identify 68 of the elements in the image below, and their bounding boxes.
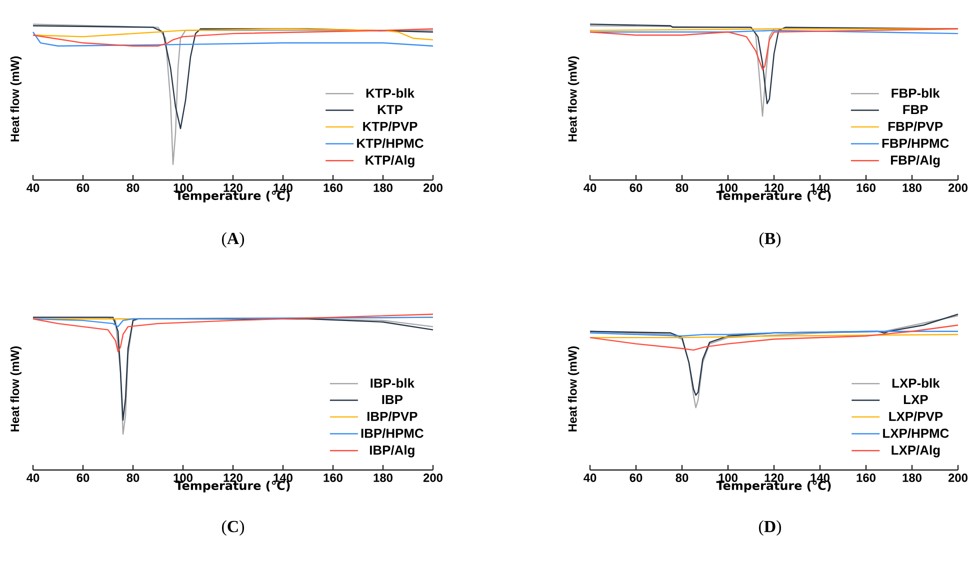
x-tick-label: 100	[718, 474, 738, 482]
x-tick-label: 120	[224, 474, 242, 482]
x-tick-label: 80	[676, 474, 688, 482]
x-tick-label: 100	[174, 184, 192, 192]
x-tick-label: 60	[630, 474, 642, 482]
text: (B)	[759, 232, 781, 248]
legend-label: IBP/Alg	[370, 445, 414, 458]
x-tick-label: 200	[948, 184, 968, 192]
y-axis-title: Heat flow (mW)	[568, 346, 580, 432]
x-tick-label: 180	[374, 474, 392, 482]
y-axis-title: Heat flow (mW)	[10, 346, 22, 432]
x-tick-label: 160	[856, 474, 876, 482]
text: (D)	[758, 520, 782, 536]
legend-label: KTP	[378, 105, 403, 114]
legend-label: IBP	[382, 395, 403, 404]
legend-label: KTP/HPMC	[357, 138, 424, 148]
x-tick-label: 160	[324, 184, 342, 192]
x-tick-label: 120	[764, 184, 784, 192]
x-tick-label: 60	[76, 474, 90, 482]
legend-label: LXP/HPMC	[883, 428, 949, 438]
x-tick-label: 80	[126, 184, 140, 192]
x-tick-label: 160	[324, 474, 342, 482]
x-axis-title: Temperature (℃)	[175, 480, 290, 492]
x-tick-label: 200	[423, 184, 442, 192]
x-tick-label: 120	[764, 474, 784, 482]
x-axis-title: Temperature (℃)	[716, 190, 831, 202]
x-axis-title: Temperature (℃)	[716, 480, 831, 492]
legend-label: FBP/Alg	[891, 155, 940, 168]
x-tick-label: 140	[274, 184, 292, 192]
x-tick-label: 140	[274, 474, 292, 482]
x-tick-label: 40	[584, 184, 596, 192]
x-tick-label: 40	[26, 184, 40, 192]
x-tick-label: 120	[224, 184, 242, 192]
legend-label: LXP/Alg	[892, 445, 940, 458]
legend-label: FBP/PVP	[888, 121, 943, 132]
x-tick-label: 80	[126, 474, 140, 482]
y-axis-title: Heat flow (mW)	[10, 56, 22, 142]
legend-label: LXP	[904, 395, 928, 404]
legend-label: FBP	[903, 105, 928, 114]
legend-label: KTP/Alg	[366, 155, 414, 168]
x-tick-label: 180	[902, 184, 922, 192]
x-tick-label: 40	[26, 474, 40, 482]
legend-label: KTP-blk	[366, 88, 414, 98]
legend-label: IBP/HPMC	[361, 428, 424, 438]
x-tick-label: 200	[423, 474, 442, 482]
legend-label: LXP/PVP	[889, 411, 943, 422]
legend-label: FBP-blk	[892, 88, 940, 98]
x-tick-label: 140	[810, 184, 830, 192]
x-tick-label: 100	[174, 474, 192, 482]
text: (A)	[222, 232, 244, 248]
x-tick-label: 60	[630, 184, 642, 192]
x-tick-label: 160	[856, 184, 876, 192]
x-tick-label: 100	[718, 184, 738, 192]
x-tick-label: 40	[584, 474, 596, 482]
text: (C)	[222, 520, 244, 536]
y-axis-title: Heat flow (mW)	[568, 56, 580, 142]
legend-label: IBP-blk	[370, 378, 414, 388]
x-tick-label: 200	[948, 474, 968, 482]
legend-label: LXP-blk	[892, 378, 940, 388]
x-tick-label: 180	[902, 474, 922, 482]
x-tick-label: 180	[374, 184, 392, 192]
legend-label: FBP/HPMC	[882, 138, 949, 148]
legend-label: IBP/PVP	[367, 411, 418, 422]
x-tick-label: 140	[810, 474, 830, 482]
x-tick-label: 80	[676, 184, 688, 192]
x-tick-label: 60	[76, 184, 90, 192]
legend-label: KTP/PVP	[363, 121, 418, 132]
x-axis-title: Temperature (℃)	[175, 190, 290, 202]
